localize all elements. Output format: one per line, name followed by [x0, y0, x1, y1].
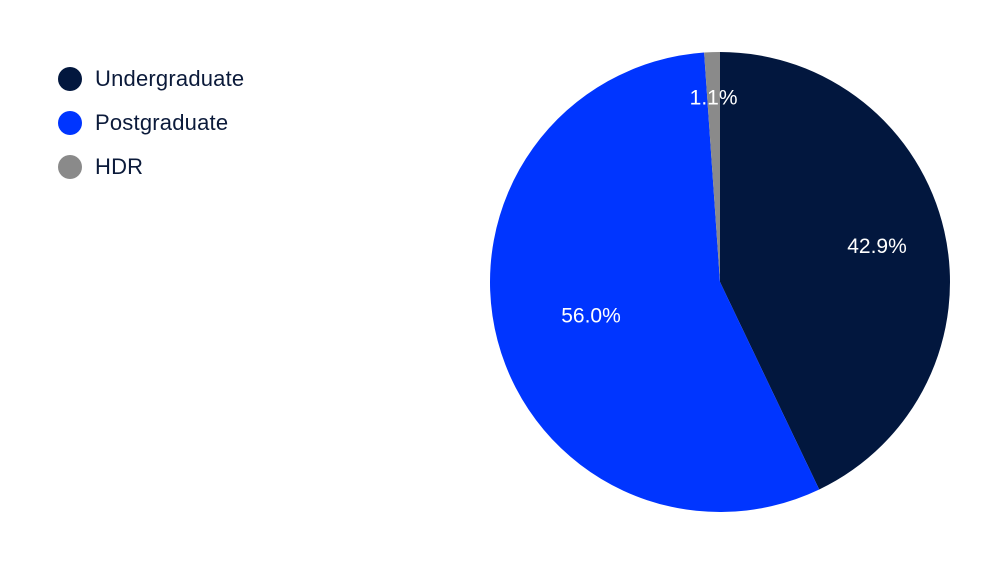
legend-item-undergraduate: Undergraduate: [58, 57, 244, 101]
pie-slice-undergraduate: [720, 52, 950, 490]
legend-swatch-postgraduate: [58, 111, 82, 135]
data-label-hdr: 1.1%: [690, 87, 738, 110]
pie-slice-hdr: [704, 52, 720, 282]
legend-item-hdr: HDR: [58, 145, 244, 189]
data-label-undergraduate: 42.9%: [847, 235, 907, 258]
legend-item-postgraduate: Postgraduate: [58, 101, 244, 145]
chart-legend: Undergraduate Postgraduate HDR: [58, 57, 244, 189]
pie-slice-postgraduate: [489, 52, 820, 512]
legend-swatch-hdr: [58, 155, 82, 179]
legend-label-hdr: HDR: [95, 154, 144, 179]
data-label-postgraduate: 56.0%: [561, 305, 621, 328]
legend-label-postgraduate: Postgraduate: [95, 110, 229, 135]
legend-swatch-undergraduate: [58, 67, 82, 91]
legend-label-undergraduate: Undergraduate: [95, 66, 245, 91]
